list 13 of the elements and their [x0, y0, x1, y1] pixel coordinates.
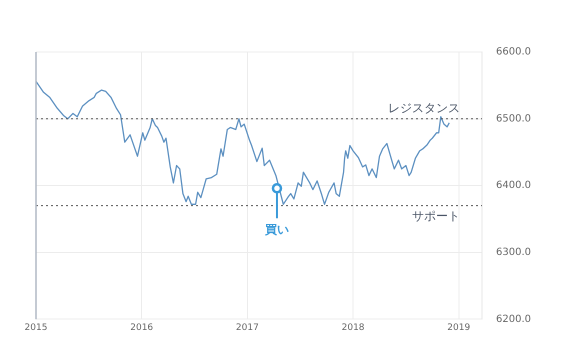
y-tick-label: 6400.0: [496, 180, 532, 192]
ref-line-label: サポート: [412, 208, 460, 223]
y-tick-label: 6200.0: [496, 314, 532, 325]
x-tick-label: 2017: [236, 322, 259, 333]
x-tick-label: 2016: [130, 322, 154, 333]
x-tick-label: 2019: [447, 322, 470, 333]
ref-line-label: レジスタンス: [388, 100, 460, 115]
y-tick-label: 6600.0: [496, 46, 532, 58]
annotation: 買い: [264, 222, 289, 236]
x-tick-label: 2018: [342, 322, 365, 333]
x-tick-label: 2015: [24, 322, 48, 333]
y-tick-label: 6300.0: [496, 246, 532, 258]
y-tick-label: 6500.0: [496, 113, 532, 124]
